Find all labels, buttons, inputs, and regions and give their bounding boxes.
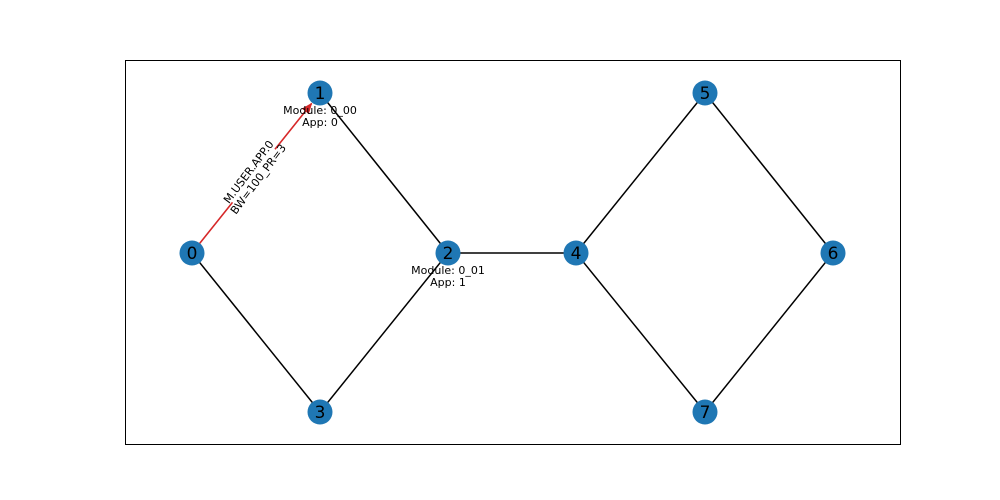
node-label: 5 xyxy=(700,84,711,104)
node-circle xyxy=(307,399,333,425)
plot-frame xyxy=(125,60,901,445)
edge-4-7 xyxy=(575,252,706,413)
node-3: 3 xyxy=(307,399,333,425)
node-label: 2 xyxy=(443,244,454,264)
edge-4-5 xyxy=(575,92,706,254)
node-0: 0 xyxy=(179,240,205,266)
edge-7-6 xyxy=(704,252,834,413)
app-label: App: 1 xyxy=(430,276,466,289)
node-label: 6 xyxy=(828,244,839,264)
node-circle xyxy=(435,240,461,266)
node-7: 7 xyxy=(692,399,718,425)
edge-label-0-1: M.USER.APP.0 BW=100_PR=3 xyxy=(221,138,289,217)
node-5: 5 xyxy=(692,80,718,106)
node-circle xyxy=(563,240,589,266)
node-label: 0 xyxy=(187,244,198,264)
node-2: 2 xyxy=(435,240,461,266)
module-label: Module: 0_01 xyxy=(411,264,485,277)
app-label: App: 0 xyxy=(302,116,338,129)
node-6: 6 xyxy=(820,240,846,266)
node-label: 3 xyxy=(315,403,326,423)
node-circle xyxy=(307,80,333,106)
module-label: Module: 0_00 xyxy=(283,104,357,117)
node-circle xyxy=(179,240,205,266)
node-circle xyxy=(692,80,718,106)
node-label: 4 xyxy=(571,244,582,264)
node-4: 4 xyxy=(563,240,589,266)
edge-3-2 xyxy=(319,252,449,413)
edge-label-background xyxy=(221,139,284,210)
node-label: 7 xyxy=(700,403,711,423)
edge-0-3 xyxy=(191,252,321,413)
edge-1-2 xyxy=(319,92,449,254)
edges-layer xyxy=(191,92,834,413)
nodes-layer: 0 1 2 3 4 5 6 7 xyxy=(179,80,846,425)
node-label: 1 xyxy=(315,84,326,104)
edge-5-6 xyxy=(704,92,834,254)
node-circle xyxy=(820,240,846,266)
node-circle xyxy=(692,399,718,425)
node-1: 1 xyxy=(307,80,333,106)
